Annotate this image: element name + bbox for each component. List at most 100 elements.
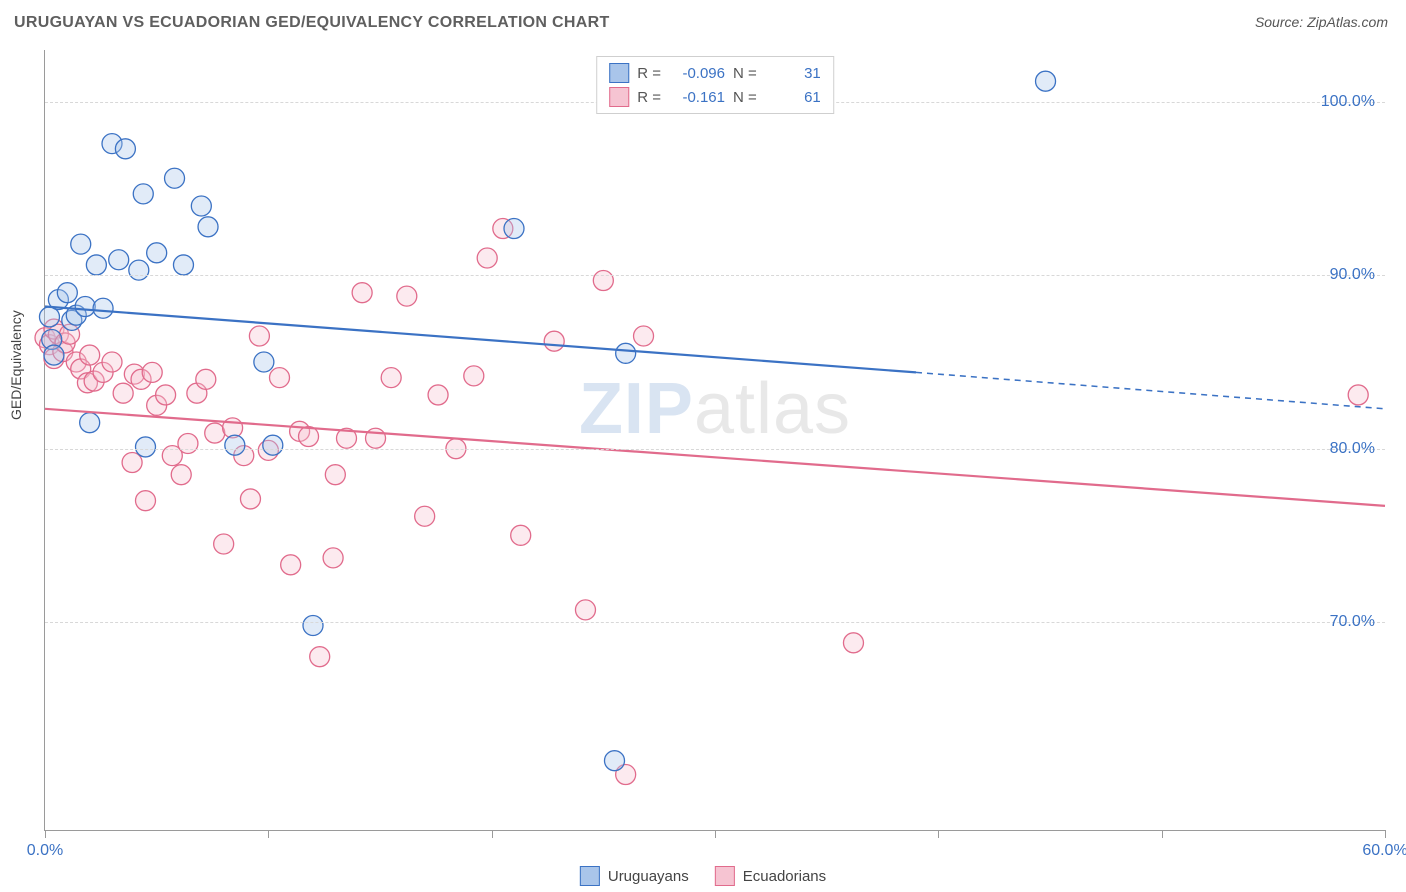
series-legend: Uruguayans Ecuadorians (580, 866, 826, 886)
n-value: 61 (765, 89, 821, 106)
data-point (136, 491, 156, 511)
data-point (205, 423, 225, 443)
data-point (86, 255, 106, 275)
legend-row: R = -0.161 N = 61 (609, 85, 821, 109)
data-point (310, 647, 330, 667)
data-point (428, 385, 448, 405)
x-tick (938, 830, 939, 838)
data-point (178, 433, 198, 453)
chart-title: URUGUAYAN VS ECUADORIAN GED/EQUIVALENCY … (14, 14, 610, 32)
legend-item: Uruguayans (580, 866, 689, 886)
r-label: R = (637, 89, 661, 106)
data-point (605, 751, 625, 771)
data-point (323, 548, 343, 568)
gridline (45, 449, 1385, 450)
x-tick-label: 0.0% (27, 842, 63, 860)
data-point (57, 283, 77, 303)
data-point (102, 352, 122, 372)
r-label: R = (637, 65, 661, 82)
n-value: 31 (765, 65, 821, 82)
legend-label: Ecuadorians (743, 868, 826, 885)
legend-label: Uruguayans (608, 868, 689, 885)
legend-swatch-ecuadorians (715, 866, 735, 886)
correlation-legend: R = -0.096 N = 31 R = -0.161 N = 61 (596, 56, 834, 114)
trend-line (45, 307, 916, 373)
data-point (191, 196, 211, 216)
data-point (263, 435, 283, 455)
data-point (504, 219, 524, 239)
data-point (843, 633, 863, 653)
data-point (147, 243, 167, 263)
y-tick-label: 90.0% (1330, 266, 1375, 284)
x-tick-label: 60.0% (1362, 842, 1406, 860)
data-point (196, 369, 216, 389)
data-point (477, 248, 497, 268)
data-point (225, 435, 245, 455)
data-point (133, 184, 153, 204)
data-point (198, 217, 218, 237)
data-point (249, 326, 269, 346)
chart-svg (45, 50, 1385, 830)
data-point (616, 343, 636, 363)
data-point (173, 255, 193, 275)
legend-swatch-uruguayans (609, 63, 629, 83)
data-point (254, 352, 274, 372)
n-label: N = (733, 65, 757, 82)
x-tick (268, 830, 269, 838)
data-point (593, 271, 613, 291)
data-point (415, 506, 435, 526)
x-tick (492, 830, 493, 838)
data-point (80, 345, 100, 365)
data-point (165, 168, 185, 188)
data-point (171, 465, 191, 485)
data-point (464, 366, 484, 386)
legend-swatch-ecuadorians (609, 87, 629, 107)
data-point (544, 331, 564, 351)
source-label: Source: ZipAtlas.com (1255, 14, 1388, 30)
data-point (109, 250, 129, 270)
data-point (281, 555, 301, 575)
data-point (80, 413, 100, 433)
x-tick (715, 830, 716, 838)
y-tick-label: 100.0% (1321, 93, 1375, 111)
data-point (44, 345, 64, 365)
y-axis-label: GED/Equivalency (8, 310, 24, 420)
gridline (45, 622, 1385, 623)
data-point (75, 297, 95, 317)
data-point (156, 385, 176, 405)
data-point (1036, 71, 1056, 91)
data-point (511, 525, 531, 545)
legend-row: R = -0.096 N = 31 (609, 61, 821, 85)
r-value: -0.096 (669, 65, 725, 82)
data-point (122, 453, 142, 473)
data-point (142, 362, 162, 382)
legend-swatch-uruguayans (580, 866, 600, 886)
data-point (575, 600, 595, 620)
data-point (303, 615, 323, 635)
y-tick-label: 80.0% (1330, 440, 1375, 458)
trend-line-extrapolated (916, 372, 1385, 408)
data-point (634, 326, 654, 346)
r-value: -0.161 (669, 89, 725, 106)
data-point (93, 298, 113, 318)
data-point (240, 489, 260, 509)
data-point (113, 383, 133, 403)
gridline (45, 275, 1385, 276)
data-point (115, 139, 135, 159)
y-tick-label: 70.0% (1330, 613, 1375, 631)
data-point (136, 437, 156, 457)
data-point (397, 286, 417, 306)
data-point (299, 427, 319, 447)
x-tick (1385, 830, 1386, 838)
x-tick (1162, 830, 1163, 838)
data-point (71, 234, 91, 254)
data-point (214, 534, 234, 554)
data-point (352, 283, 372, 303)
data-point (129, 260, 149, 280)
x-tick (45, 830, 46, 838)
data-point (381, 368, 401, 388)
data-point (325, 465, 345, 485)
data-point (1348, 385, 1368, 405)
plot-area: ZIPatlas R = -0.096 N = 31 R = -0.161 N … (44, 50, 1385, 831)
n-label: N = (733, 89, 757, 106)
